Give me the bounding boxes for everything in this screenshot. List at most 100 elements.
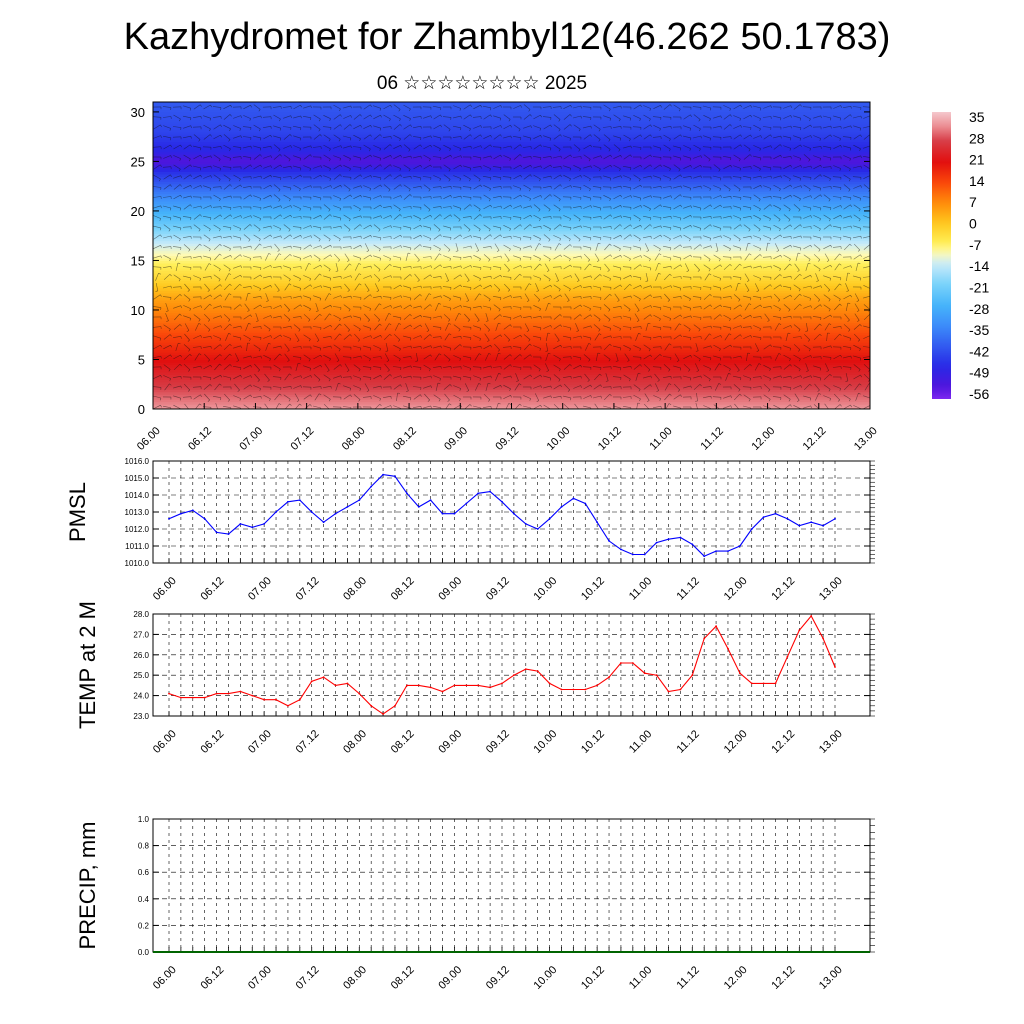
pmsl-data-point [822,524,824,527]
temp-at-2-m-data-point [322,676,325,679]
temp-at-2-m-data-point [501,682,503,685]
precip-mm-xtick-label: 13.00 [817,964,845,992]
temp-at-2-m-data-point [596,684,598,687]
temp-at-2-m-data-point [263,698,265,701]
heatmap-band [153,233,870,237]
heatmap-band [153,302,870,306]
heatmap-band [153,312,870,316]
temp-at-2-m-data-point [298,698,301,701]
heatmap-band [153,129,870,133]
temp-at-2-m-data-point [287,704,289,707]
precip-mm-xtick-label: 10.12 [579,964,607,992]
temp-at-2-m-data-point [774,682,777,685]
temp-at-2-m-xtick-label: 10.12 [579,728,607,756]
pmsl-data-point [667,538,670,541]
temp-at-2-m-ytick-label: 28.0 [133,610,149,619]
heatmap-band [153,188,870,192]
temp-at-2-m-data-point [370,704,373,707]
heatmap-band [153,379,870,383]
precip-mm-frame [152,818,871,953]
pmsl-ytick-label: 1012.0 [125,525,150,534]
colorbar [932,112,951,399]
heatmap-band [153,391,870,395]
heatmap-xtick-label: 10.00 [545,425,573,453]
heatmap-band [153,198,870,202]
heatmap-band [153,193,870,197]
pmsl-data-point [762,516,765,518]
heatmap-band [153,381,870,385]
heatmap-band [153,309,870,314]
pmsl-xtick-label: 12.00 [722,575,750,603]
pmsl-data-point [251,526,254,529]
pmsl-ytick-label: 1011.0 [125,542,149,551]
heatmap-ytick-label: 20 [131,204,145,219]
colorbar-label: -14 [969,258,989,274]
pmsl-xtick-label: 08.12 [389,575,417,603]
temp-at-2-m-data-point [168,692,170,695]
pmsl-data-point [786,517,789,520]
heatmap-band [153,205,870,210]
temp-at-2-m-xtick-label: 06.00 [151,728,179,756]
heatmap-band [153,106,870,111]
temp-at-2-m-data-point [560,688,563,691]
pmsl-data-point [346,506,349,508]
temp-at-2-m-data-point [643,672,646,675]
heatmap-xtick-label: 13.00 [852,425,880,453]
temp-at-2-m-xtick-label: 07.00 [246,728,274,756]
heatmap-band [153,349,870,353]
heatmap-band [153,191,870,195]
precip-mm-xtick-label: 12.00 [722,964,750,992]
precip-mm-xtick-label: 07.12 [294,964,322,992]
chart-title: Kazhydromet for Zhambyl12(46.262 50.1783… [123,16,891,58]
temp-at-2-m-data-point [251,694,254,697]
heatmap-band [153,280,870,284]
temp-at-2-m-data-point [239,690,242,693]
heatmap-field [153,102,870,409]
temp-at-2-m-data-point [810,615,813,617]
temp-at-2-m-data-point [358,692,361,695]
temp-at-2-m-data-point [691,674,694,677]
heatmap-band [153,295,870,299]
heatmap-band [153,163,870,167]
pmsl-data-point [358,499,361,501]
pmsl-ytick-label: 1016.0 [125,457,150,466]
heatmap-xtick-label: 12.00 [749,425,777,453]
pmsl-data-point [227,533,230,535]
heatmap-band [153,243,870,247]
pmsl-ytick-label: 1014.0 [125,491,150,500]
precip-mm-xtick-label: 09.12 [484,964,512,992]
pmsl-data-point [287,500,289,503]
temp-at-2-m-data-point [203,696,206,699]
chart-subtitle: 06 ☆☆☆☆☆☆☆☆ 2025 [376,73,588,94]
pmsl-xtick-label: 13.00 [817,575,845,603]
temp-at-2-m-data-point [406,684,408,687]
heatmap-xtick-label: 11.12 [699,425,726,452]
colorbar-label: 21 [969,152,985,168]
pmsl-series-line [168,474,836,557]
pmsl-axis-title: PMSL [65,482,90,542]
pmsl-data-point [513,512,515,515]
heatmap-band [153,369,870,373]
temp-at-2-m-xtick-label: 12.00 [722,728,750,756]
temp-at-2-m-data-point [834,666,836,668]
pmsl-data-point [584,502,587,505]
heatmap-band [153,292,870,296]
heatmap-band [153,285,870,289]
pmsl-xtick-label: 10.12 [579,575,607,603]
colorbar-label: 14 [969,173,985,189]
pmsl-data-point [608,540,610,542]
heatmap-band [153,267,870,271]
heatmap-xtick-label: 08.00 [340,425,368,453]
heatmap-band [153,371,870,375]
heatmap-band [153,238,870,242]
temp-at-2-m-data-point [703,637,706,640]
temp-at-2-m-data-point [346,682,349,685]
temp-at-2-m-xtick-label: 09.00 [436,728,464,756]
temp-at-2-m-xtick-label: 08.00 [341,728,369,756]
temp-at-2-m-data-point [786,655,789,658]
heatmap-band [153,342,870,346]
temp-at-2-m-xtick-label: 11.12 [674,728,701,755]
heatmap-band [153,203,870,207]
heatmap-band [153,223,870,227]
pmsl-data-point [334,512,337,515]
